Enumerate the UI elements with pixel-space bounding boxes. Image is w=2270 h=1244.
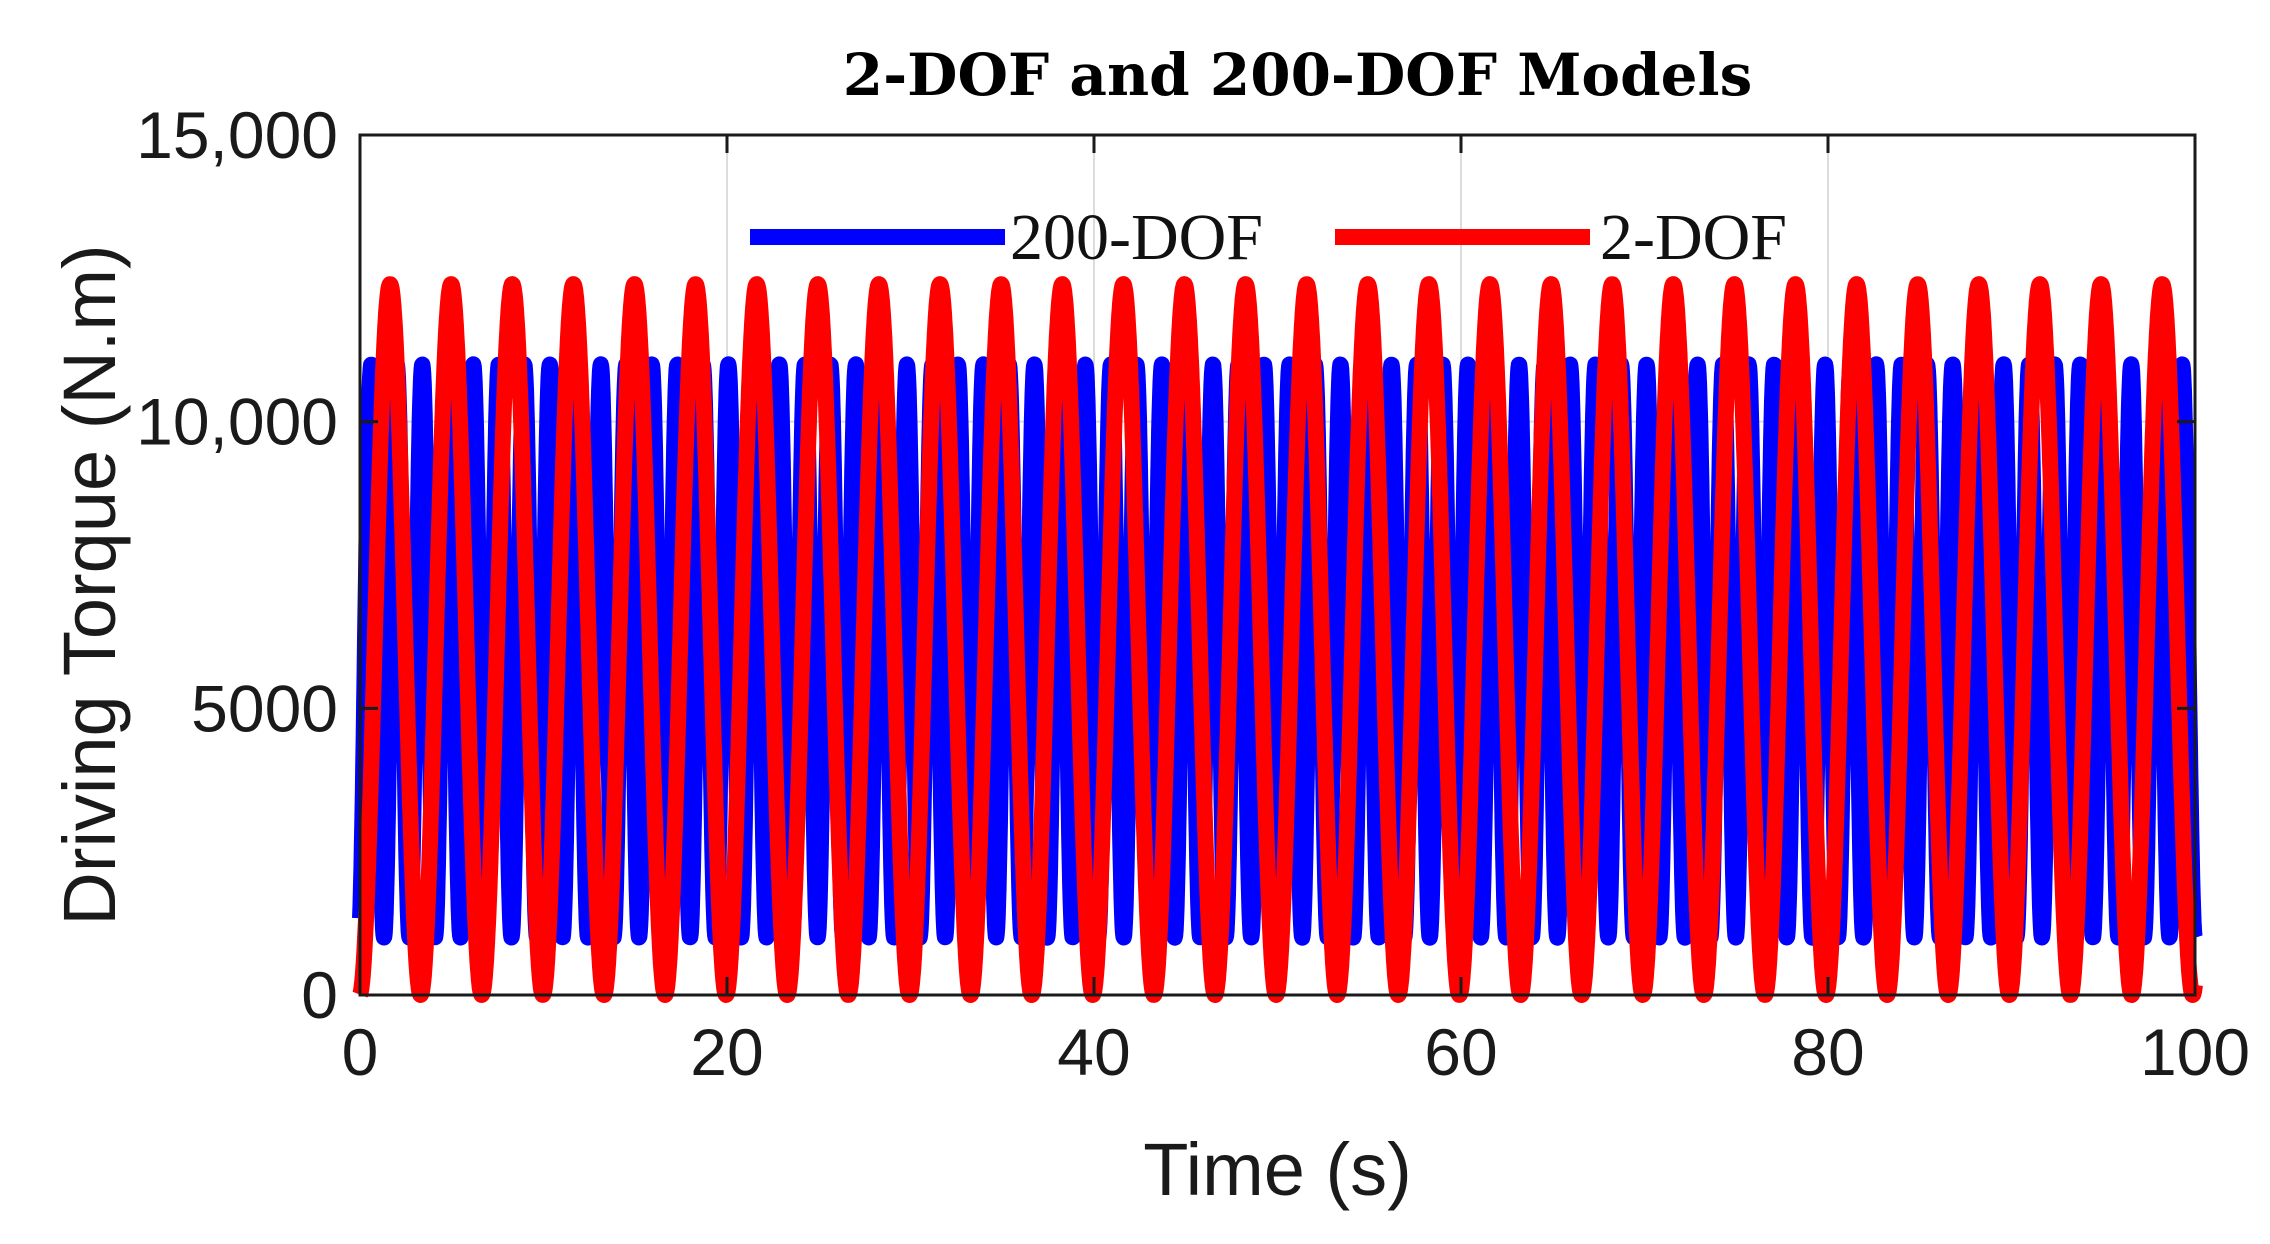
legend-label: 200-DOF bbox=[1010, 201, 1263, 274]
legend: 200-DOF 2-DOF bbox=[750, 201, 1787, 274]
x-tick-label: 100 bbox=[2140, 1015, 2250, 1089]
x-axis-label: Time (s) bbox=[1143, 1128, 1412, 1211]
x-tick-label: 40 bbox=[1057, 1015, 1130, 1089]
y-tick-label: 0 bbox=[301, 958, 338, 1032]
plot-frame bbox=[358, 133, 2197, 997]
x-tick-label: 20 bbox=[690, 1015, 763, 1089]
x-tick-label: 60 bbox=[1424, 1015, 1497, 1089]
series-layer bbox=[352, 276, 2203, 1003]
y-tick-label: 15,000 bbox=[136, 98, 338, 172]
x-tick-label: 80 bbox=[1791, 1015, 1864, 1089]
y-axis-label: Driving Torque (N.m) bbox=[48, 244, 131, 925]
ticks: 0 20 40 60 80 100 0 5000 10,000 15,000 bbox=[136, 98, 2250, 1089]
y-tick-label: 5000 bbox=[191, 671, 338, 745]
y-tick-label: 10,000 bbox=[136, 385, 338, 459]
legend-label: 2-DOF bbox=[1600, 201, 1787, 274]
x-tick-label: 0 bbox=[342, 1015, 379, 1089]
chart-title: 2-DOF and 200-DOF Models bbox=[843, 41, 1752, 109]
